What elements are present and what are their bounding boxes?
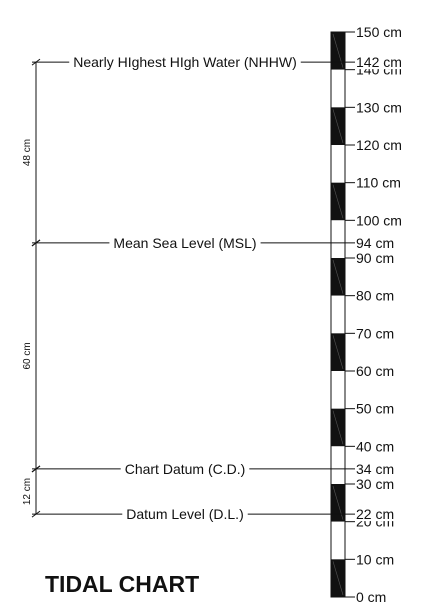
dimension-label: 12 cm: [22, 478, 33, 505]
staff-hatch: [332, 410, 344, 445]
staff-segment: [331, 371, 345, 409]
tick-label: 130 cm: [356, 99, 402, 115]
tick-label: 60 cm: [356, 363, 394, 379]
staff-segment: [331, 220, 345, 258]
tick-label: 100 cm: [356, 212, 402, 228]
level-value-backing: [355, 507, 397, 522]
tick-label: 0 cm: [356, 589, 386, 605]
staff-hatch: [332, 561, 344, 596]
level-value-cd: 34 cm: [356, 461, 394, 477]
dimension-label: 48 cm: [22, 139, 33, 166]
level-value-dl: 22 cm: [356, 506, 394, 522]
staff-hatch: [332, 109, 344, 144]
level-value-backing: [355, 235, 397, 250]
staff-hatch: [332, 259, 344, 294]
level-value-backing: [355, 461, 397, 476]
tick-label: 10 cm: [356, 551, 394, 567]
level-value-msl: 94 cm: [356, 235, 394, 251]
staff-segment: [331, 521, 345, 560]
level-value-nhhw: 142 cm: [356, 54, 402, 70]
level-label-msl: Mean Sea Level (MSL): [113, 235, 256, 251]
staff-hatch: [332, 335, 344, 370]
staff-segment: [331, 69, 345, 108]
dimension-label: 60 cm: [22, 342, 33, 369]
tick-label: 70 cm: [356, 325, 394, 341]
tick-label: 40 cm: [356, 438, 394, 454]
chart-title: TIDAL CHART: [45, 571, 199, 597]
level-value-backing: [355, 55, 404, 70]
tick-label: 110 cm: [356, 175, 401, 191]
dimension-tick: [31, 465, 41, 473]
level-label-cd: Chart Datum (C.D.): [125, 461, 246, 477]
tide-levels: Nearly HIghest HIgh Water (NHHW) 142 cm Me…: [32, 54, 404, 522]
tick-label: 120 cm: [356, 137, 402, 153]
tick-label: 90 cm: [356, 250, 394, 266]
staff-segment: [331, 446, 345, 484]
tide-staff: [330, 31, 346, 598]
tick-label: 50 cm: [356, 401, 394, 417]
staff-segment: [331, 295, 345, 334]
dimension-lines: 48 cm 60 cm 12 cm: [22, 58, 41, 518]
dimension-tick: [31, 510, 41, 518]
dimension-tick: [31, 58, 41, 66]
level-label-nhhw: Nearly HIghest HIgh Water (NHHW): [73, 54, 297, 70]
level-label-dl: Datum Level (D.L.): [126, 506, 243, 522]
staff-hatch: [332, 184, 344, 219]
dimension-tick: [31, 239, 41, 247]
tick-label: 150 cm: [356, 24, 402, 40]
staff-outline: [330, 31, 346, 598]
staff-segment: [331, 145, 345, 183]
tick-label: 80 cm: [356, 288, 394, 304]
tick-label: 30 cm: [356, 476, 394, 492]
